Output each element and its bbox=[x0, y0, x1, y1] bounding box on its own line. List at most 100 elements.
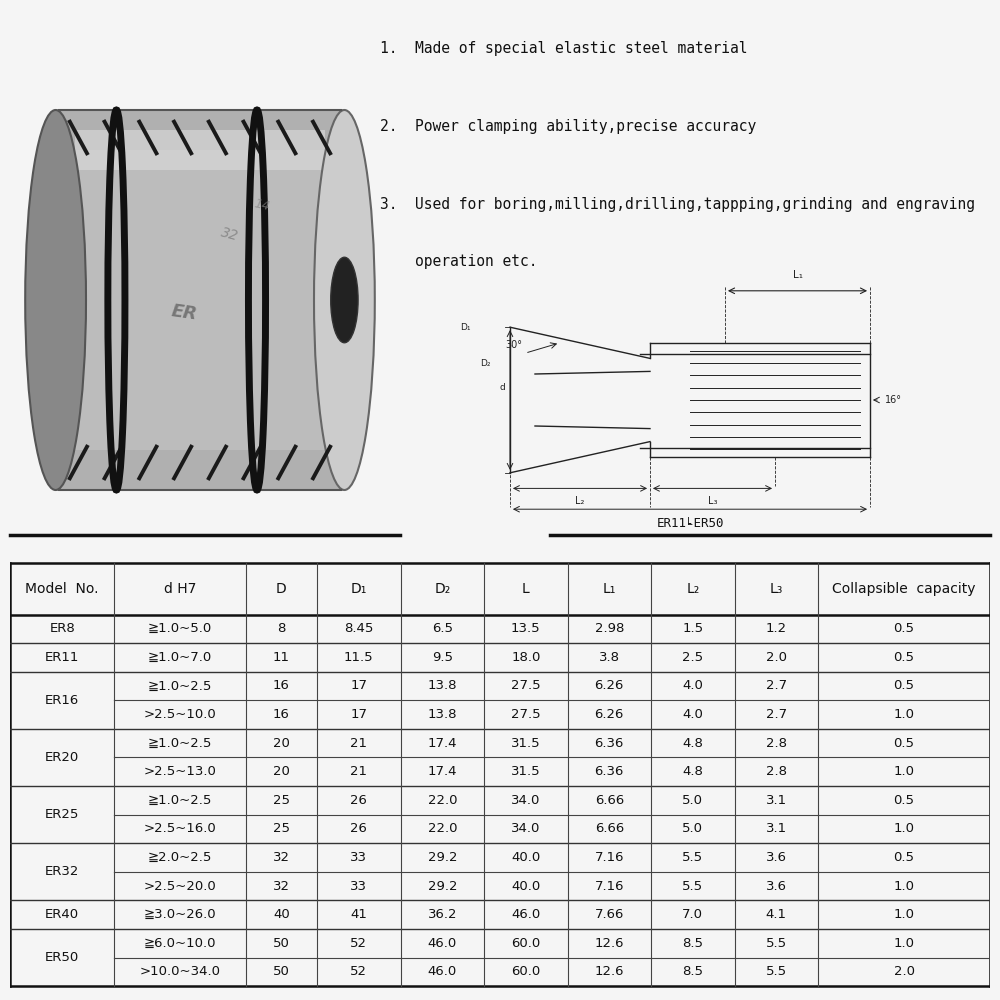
Text: ≧1.0~2.5: ≧1.0~2.5 bbox=[148, 679, 212, 692]
Text: 2.98: 2.98 bbox=[595, 622, 624, 635]
Text: 32: 32 bbox=[273, 880, 290, 893]
Text: L₃: L₃ bbox=[770, 582, 783, 596]
Text: 1.0: 1.0 bbox=[894, 937, 915, 950]
Text: 20: 20 bbox=[273, 765, 290, 778]
Text: 13.5: 13.5 bbox=[511, 622, 541, 635]
Text: 8.5: 8.5 bbox=[682, 937, 703, 950]
Text: 60.0: 60.0 bbox=[511, 937, 540, 950]
Text: 16°: 16° bbox=[885, 395, 902, 405]
Text: 32: 32 bbox=[273, 851, 290, 864]
Text: 2.0: 2.0 bbox=[894, 965, 915, 978]
Text: 8.45: 8.45 bbox=[344, 622, 373, 635]
Text: 0.5: 0.5 bbox=[894, 679, 915, 692]
Text: ER50: ER50 bbox=[45, 951, 79, 964]
Text: 7.16: 7.16 bbox=[595, 880, 624, 893]
Text: 13.8: 13.8 bbox=[428, 708, 457, 721]
Text: ≧1.0~2.5: ≧1.0~2.5 bbox=[148, 737, 212, 750]
Text: 7.66: 7.66 bbox=[595, 908, 624, 921]
Text: L: L bbox=[522, 582, 530, 596]
Text: d H7: d H7 bbox=[164, 582, 196, 596]
Text: >2.5~13.0: >2.5~13.0 bbox=[144, 765, 217, 778]
Text: ER25: ER25 bbox=[45, 808, 79, 821]
Text: 1.2: 1.2 bbox=[766, 622, 787, 635]
Text: 17: 17 bbox=[350, 679, 367, 692]
Text: 27.5: 27.5 bbox=[511, 708, 541, 721]
Text: 6.26: 6.26 bbox=[595, 708, 624, 721]
Text: L₂: L₂ bbox=[686, 582, 699, 596]
Text: 7.16: 7.16 bbox=[595, 851, 624, 864]
Text: 29.2: 29.2 bbox=[428, 851, 457, 864]
Text: ER16: ER16 bbox=[45, 694, 79, 707]
Text: 40: 40 bbox=[273, 908, 290, 921]
Text: 29.2: 29.2 bbox=[428, 880, 457, 893]
Text: 0.5: 0.5 bbox=[894, 622, 915, 635]
Ellipse shape bbox=[314, 110, 375, 490]
Text: 4.1: 4.1 bbox=[766, 908, 787, 921]
Text: 13.8: 13.8 bbox=[428, 679, 457, 692]
Text: 52: 52 bbox=[350, 965, 367, 978]
Text: ≧3.0~26.0: ≧3.0~26.0 bbox=[144, 908, 216, 921]
Text: 50: 50 bbox=[273, 937, 290, 950]
Text: >2.5~10.0: >2.5~10.0 bbox=[144, 708, 216, 721]
Text: 5.5: 5.5 bbox=[766, 965, 787, 978]
Text: 32: 32 bbox=[219, 225, 240, 243]
Text: 7.0: 7.0 bbox=[682, 908, 703, 921]
Text: 1.0: 1.0 bbox=[894, 908, 915, 921]
Text: 34.0: 34.0 bbox=[511, 794, 540, 807]
Text: L₃: L₃ bbox=[708, 496, 717, 506]
Text: 0.5: 0.5 bbox=[894, 794, 915, 807]
Text: 5.5: 5.5 bbox=[766, 937, 787, 950]
Text: 34.0: 34.0 bbox=[511, 822, 540, 835]
Text: 3.6: 3.6 bbox=[766, 880, 787, 893]
Text: D₂: D₂ bbox=[434, 582, 450, 596]
Text: 1.0: 1.0 bbox=[894, 708, 915, 721]
Text: 11.5: 11.5 bbox=[344, 651, 374, 664]
Text: L₂: L₂ bbox=[575, 496, 585, 506]
Text: d: d bbox=[500, 382, 506, 391]
Text: 22.0: 22.0 bbox=[428, 822, 457, 835]
Text: 12.6: 12.6 bbox=[595, 937, 624, 950]
Text: 8.5: 8.5 bbox=[682, 965, 703, 978]
Text: D₁: D₁ bbox=[351, 582, 367, 596]
Text: 46.0: 46.0 bbox=[428, 937, 457, 950]
Text: 17.4: 17.4 bbox=[428, 737, 457, 750]
Text: L₁: L₁ bbox=[603, 582, 616, 596]
Text: 26: 26 bbox=[350, 822, 367, 835]
Text: 4.8: 4.8 bbox=[682, 765, 703, 778]
Text: 31.5: 31.5 bbox=[511, 737, 541, 750]
Text: >2.5~16.0: >2.5~16.0 bbox=[144, 822, 216, 835]
Text: 22.0: 22.0 bbox=[428, 794, 457, 807]
Text: 2.7: 2.7 bbox=[766, 679, 787, 692]
Text: 6.36: 6.36 bbox=[595, 737, 624, 750]
Text: 17: 17 bbox=[350, 708, 367, 721]
Text: 2.8: 2.8 bbox=[766, 737, 787, 750]
Text: ER8: ER8 bbox=[49, 622, 75, 635]
Text: ≧1.0~5.0: ≧1.0~5.0 bbox=[148, 622, 212, 635]
Text: 25: 25 bbox=[273, 822, 290, 835]
Bar bbox=[75, 130, 325, 170]
Text: 5.0: 5.0 bbox=[682, 822, 703, 835]
Text: ER: ER bbox=[170, 303, 198, 324]
Text: 5.5: 5.5 bbox=[682, 880, 703, 893]
Text: D₁: D₁ bbox=[460, 323, 471, 332]
Text: ER40: ER40 bbox=[45, 908, 79, 921]
Text: 8: 8 bbox=[277, 622, 286, 635]
Text: 4.8: 4.8 bbox=[682, 737, 703, 750]
Text: 12.6: 12.6 bbox=[595, 965, 624, 978]
Text: 31.5: 31.5 bbox=[511, 765, 541, 778]
Text: operation etc.: operation etc. bbox=[380, 254, 538, 269]
Text: >2.5~20.0: >2.5~20.0 bbox=[144, 880, 216, 893]
Bar bbox=[56, 110, 344, 490]
Text: ER20: ER20 bbox=[45, 751, 79, 764]
Text: 27.5: 27.5 bbox=[511, 679, 541, 692]
Text: 3.6: 3.6 bbox=[766, 851, 787, 864]
Text: ≧2.0~2.5: ≧2.0~2.5 bbox=[148, 851, 212, 864]
Text: 16: 16 bbox=[273, 708, 290, 721]
Text: ≧6.0~10.0: ≧6.0~10.0 bbox=[144, 937, 216, 950]
Text: 9.5: 9.5 bbox=[432, 651, 453, 664]
Text: 46.0: 46.0 bbox=[511, 908, 540, 921]
Text: D₂: D₂ bbox=[480, 359, 490, 368]
Text: Collapsible  capacity: Collapsible capacity bbox=[832, 582, 976, 596]
Text: L: L bbox=[687, 517, 693, 527]
Text: 6.5: 6.5 bbox=[432, 622, 453, 635]
